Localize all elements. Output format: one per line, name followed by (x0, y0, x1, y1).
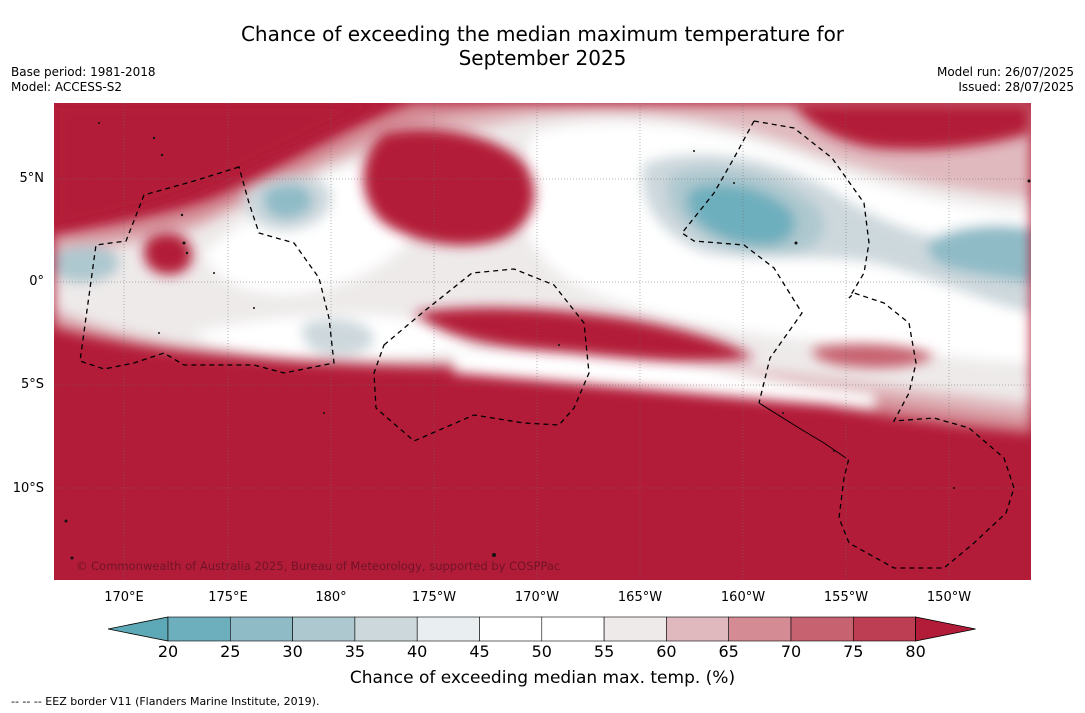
colorbar-tick-label: 30 (282, 642, 303, 661)
model-run: Model run: 26/07/2025 (936, 65, 1074, 79)
copyright-notice: © Commonwealth of Australia 2025, Bureau… (76, 559, 561, 573)
colorbar-segment (790, 616, 854, 642)
title-line-2: September 2025 (458, 46, 627, 70)
base-period: Base period: 1981-2018 (11, 65, 156, 79)
colorbar-segment (416, 616, 480, 642)
colorbar-segment (479, 616, 543, 642)
contour-shading (54, 103, 1031, 433)
map-title: Chance of exceeding the median maximum t… (0, 22, 1085, 70)
colorbar-tick-label: 40 (407, 642, 428, 661)
colorbar-segment (292, 616, 356, 642)
colorbar-tick-label: 65 (718, 642, 739, 661)
meta-right: Model run: 26/07/2025 Issued: 28/07/2025 (937, 65, 1074, 95)
colorbar-extend-low (108, 616, 169, 642)
map-canvas (54, 103, 1031, 580)
colorbar-segment (603, 616, 667, 642)
lon-label-170e: 170°E (104, 590, 144, 605)
issued-date: Issued: 28/07/2025 (958, 80, 1074, 94)
lon-label-175w: 175°W (411, 590, 457, 605)
lon-label-180: 180° (315, 590, 347, 605)
colorbar-tick-label: 35 (344, 642, 366, 661)
colorbar-tick-label: 50 (531, 642, 552, 661)
colorbar-extend-high (915, 616, 976, 642)
colorbar-tick-label: 55 (593, 642, 615, 661)
lon-label-170w: 170°W (514, 590, 560, 605)
colorbar-tick-label: 70 (780, 642, 802, 661)
colorbar-tick-label: 60 (656, 642, 677, 661)
lon-label-160w: 160°W (720, 590, 766, 605)
colorbar-segment (167, 616, 231, 642)
lat-label-5s: 5°S (20, 377, 44, 392)
eez-borders (79, 120, 1015, 569)
forecast-map (54, 103, 1031, 580)
colorbar-tick-label: 75 (843, 642, 864, 661)
lon-label-150w: 150°W (926, 590, 972, 605)
high-chance-cores (54, 103, 1031, 368)
lat-label-5n: 5°N (19, 171, 45, 186)
lon-label-175e: 175°E (208, 590, 248, 605)
colorbar-tick-label: 45 (469, 642, 490, 661)
model-name: Model: ACCESS-S2 (11, 80, 123, 94)
colorbar-segment (230, 616, 293, 642)
colorbar (108, 616, 976, 642)
colorbar-tick-label: 25 (220, 642, 241, 661)
lon-label-165w: 165°W (617, 590, 663, 605)
lat-label-0: 0° (29, 274, 44, 289)
islands (64, 122, 1031, 560)
eez-solid-segment (758, 402, 847, 459)
colorbar-segment (541, 616, 605, 642)
colorbar-label: Chance of exceeding median max. temp. (%… (349, 668, 736, 688)
colorbar-tick-label: 20 (157, 642, 179, 661)
colorbar-segment (666, 616, 730, 642)
colorbar-tick-label: 80 (905, 642, 926, 661)
lon-label-155w: 155°W (823, 590, 869, 605)
colorbar-segment (852, 616, 916, 642)
lat-label-10s: 10°S (12, 481, 44, 496)
eez-footnote: -- -- -- EEZ border V11 (Flanders Marine… (11, 695, 320, 708)
colorbar-segments (108, 616, 976, 642)
colorbar-segment (354, 616, 418, 642)
graticule (54, 103, 1031, 580)
colorbar-segment (728, 616, 792, 642)
meta-left: Base period: 1981-2018 Model: ACCESS-S2 (11, 65, 156, 95)
title-line-1: Chance of exceeding the median maximum t… (240, 22, 845, 46)
